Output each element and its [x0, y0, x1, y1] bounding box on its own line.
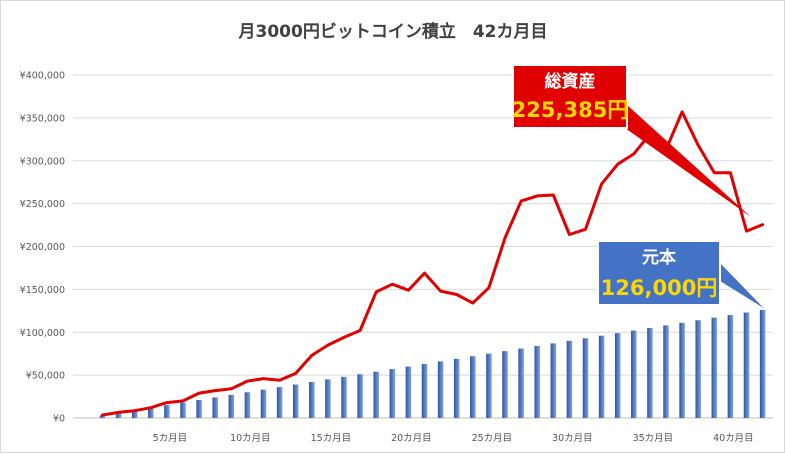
principal-bar	[164, 405, 170, 418]
principal-bar	[437, 361, 444, 418]
total-assets-callout-box	[512, 64, 628, 129]
y-tick-label: ¥0	[53, 414, 65, 425]
principal-bar	[148, 407, 154, 418]
principal-bar	[325, 379, 331, 418]
y-tick-label: ¥150,000	[20, 285, 65, 296]
principal-bar	[309, 381, 315, 418]
principal-bar	[260, 389, 267, 418]
principal-bar	[212, 397, 218, 418]
principal-bars	[99, 309, 766, 418]
principal-bar	[679, 322, 685, 418]
y-tick-label: ¥50,000	[26, 371, 65, 382]
principal-bar	[598, 335, 605, 418]
principal-bar	[453, 358, 460, 418]
principal-bar	[534, 345, 540, 418]
principal-bar	[486, 353, 492, 418]
x-tick-label: 25カ月目	[472, 433, 513, 444]
principal-callout-value: 126,000円	[601, 276, 718, 300]
principal-bar	[631, 330, 637, 418]
principal-bar	[421, 363, 428, 418]
principal-bar	[759, 309, 766, 418]
principal-bar	[711, 317, 718, 418]
principal-bar	[341, 376, 347, 418]
principal-bar	[292, 384, 299, 418]
principal-bar	[647, 327, 653, 418]
principal-bar	[373, 371, 379, 418]
y-axis-ticks: ¥0 ¥50,000 ¥100,000 ¥150,000 ¥200,000 ¥250,00…	[20, 71, 65, 425]
principal-bar	[550, 343, 557, 418]
y-tick-label: ¥200,000	[20, 242, 65, 253]
principal-bar	[196, 399, 202, 418]
chart-title: 月3000円ビットコイン積立 42カ月目	[238, 21, 548, 42]
principal-bar	[228, 394, 235, 418]
total-assets-callout: 総資産 225,385円	[512, 64, 751, 217]
principal-bar	[582, 338, 589, 418]
x-tick-label: 15カ月目	[311, 433, 352, 444]
principal-bar	[614, 333, 621, 418]
y-tick-label: ¥400,000	[20, 71, 65, 82]
y-tick-label: ¥100,000	[20, 328, 65, 339]
x-tick-label: 20カ月目	[391, 433, 432, 444]
principal-bar	[115, 412, 122, 418]
principal-bar	[357, 374, 363, 418]
total-assets-callout-pointer	[601, 105, 751, 217]
principal-bar	[502, 351, 508, 418]
y-tick-label: ¥250,000	[20, 199, 65, 210]
x-tick-label: 5カ月目	[153, 433, 188, 444]
principal-callout-pointer	[720, 263, 764, 308]
principal-bar	[405, 366, 412, 418]
principal-bar	[276, 387, 283, 418]
principal-bar	[695, 320, 701, 418]
principal-bar	[389, 369, 396, 418]
principal-callout-box	[597, 240, 721, 306]
principal-bar	[663, 325, 669, 418]
principal-bar	[99, 415, 106, 418]
principal-callout: 元本 126,000円	[597, 240, 764, 308]
x-tick-label: 10カ月目	[230, 433, 271, 444]
x-tick-label: 35カ月目	[633, 433, 674, 444]
y-tick-label: ¥300,000	[20, 156, 65, 167]
x-tick-label: 40カ月目	[713, 433, 754, 444]
principal-bar	[131, 410, 138, 418]
y-tick-label: ¥350,000	[20, 113, 65, 124]
principal-bar	[518, 348, 524, 418]
principal-bar	[244, 392, 251, 418]
x-axis-ticks: 5カ月目 10カ月目 15カ月目 20カ月目 25カ月目 30カ月目 35カ月目 40カ月目	[153, 433, 754, 444]
x-tick-label: 30カ月目	[552, 433, 593, 444]
principal-bar	[566, 340, 573, 418]
gridlines	[73, 74, 773, 419]
principal-bar	[180, 402, 186, 418]
principal-bar	[727, 315, 734, 418]
principal-bar	[470, 356, 476, 418]
principal-callout-header: 元本	[642, 247, 676, 268]
principal-bar	[743, 312, 750, 418]
total-assets-callout-value: 225,385円	[512, 98, 629, 122]
total-assets-callout-header: 総資産	[545, 71, 596, 92]
